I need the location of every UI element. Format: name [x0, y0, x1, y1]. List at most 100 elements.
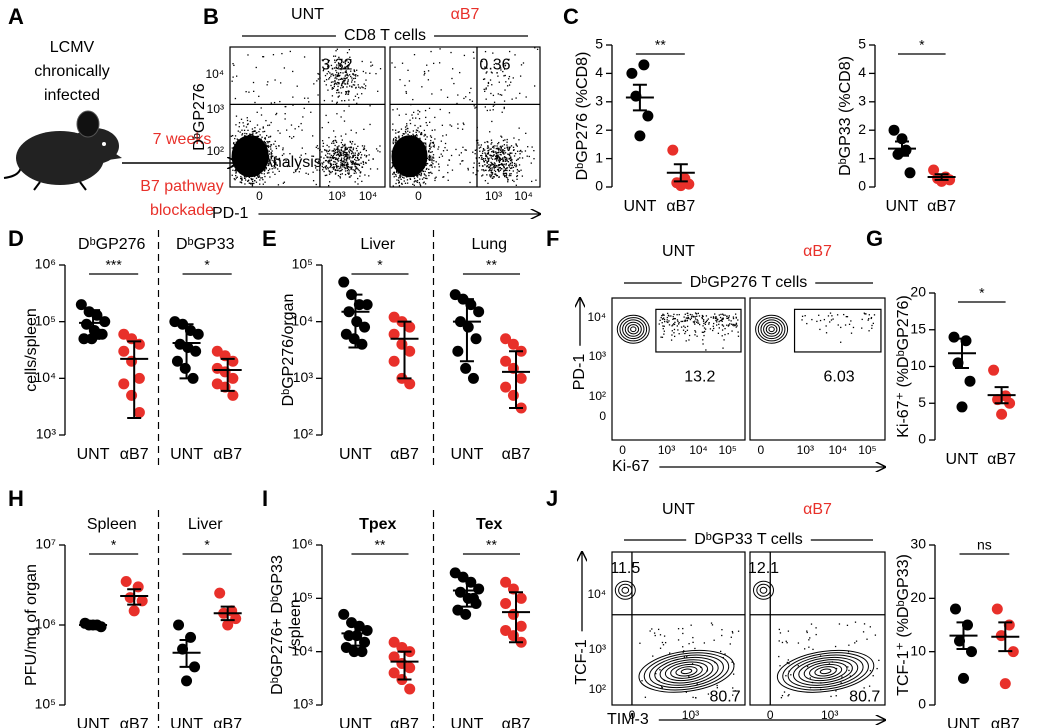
event-dot — [495, 155, 497, 157]
event-dot — [486, 174, 488, 176]
event-dot — [349, 56, 351, 58]
event-dot — [328, 159, 331, 161]
event-dot — [409, 145, 411, 148]
event-dot — [246, 173, 248, 176]
event-dot — [651, 628, 653, 630]
event-dot — [327, 152, 329, 155]
event-dot — [686, 329, 689, 331]
event-dot — [262, 56, 264, 58]
event-dot — [263, 169, 265, 171]
event-dot — [504, 150, 506, 152]
event-dot — [234, 154, 236, 156]
event-dot — [403, 139, 406, 141]
event-dot — [357, 145, 359, 148]
event-dot — [272, 171, 274, 173]
event-dot — [335, 141, 338, 143]
significance-label: * — [979, 285, 985, 301]
event-dot — [328, 136, 330, 139]
event-dot — [335, 82, 337, 84]
event-dot — [260, 143, 263, 145]
event-dot — [269, 176, 271, 178]
event-dot — [341, 168, 343, 171]
event-dot — [252, 148, 255, 150]
event-dot — [355, 147, 358, 150]
event-dot — [507, 153, 509, 155]
event-dot — [812, 648, 814, 651]
event-dot — [419, 166, 421, 169]
event-dot — [499, 159, 501, 162]
event-dot — [428, 172, 431, 174]
event-dot — [475, 173, 477, 176]
x-tick-label: UNT — [339, 716, 372, 728]
event-dot — [394, 155, 397, 157]
event-dot — [394, 136, 397, 139]
event-dot — [234, 135, 237, 137]
y-tick-label: 10⁴ — [34, 369, 56, 385]
event-dot — [418, 117, 421, 120]
event-dot — [682, 632, 684, 635]
event-dot — [506, 167, 508, 169]
event-dot — [249, 165, 251, 168]
event-dot — [491, 72, 493, 74]
event-dot — [254, 141, 256, 143]
event-dot — [810, 623, 813, 625]
event-dot — [351, 140, 354, 143]
event-dot — [431, 129, 433, 131]
event-dot — [246, 141, 248, 143]
event-dot — [421, 178, 424, 180]
event-dot — [426, 64, 428, 66]
event-dot — [254, 173, 256, 176]
event-dot — [394, 161, 396, 163]
event-dot — [409, 152, 412, 154]
event-dot — [407, 133, 409, 136]
event-dot — [331, 150, 333, 152]
event-dot — [411, 149, 413, 151]
event-dot — [398, 140, 401, 142]
x-axis-label: PD-1 — [212, 205, 249, 222]
event-dot — [727, 317, 729, 319]
event-dot — [685, 340, 687, 342]
event-dot — [318, 73, 320, 75]
event-dot — [724, 314, 726, 316]
event-dot — [395, 173, 397, 176]
event-dot — [351, 151, 353, 153]
event-dot — [358, 169, 360, 172]
event-dot — [399, 147, 402, 149]
event-dot — [339, 159, 342, 162]
event-dot — [344, 83, 347, 85]
event-dot — [501, 158, 504, 160]
event-dot — [328, 170, 331, 172]
event-dot — [352, 147, 355, 149]
event-dot — [691, 314, 693, 316]
event-dot — [392, 141, 394, 143]
event-dot — [264, 175, 266, 178]
event-dot — [478, 147, 481, 149]
event-dot — [682, 627, 684, 630]
event-dot — [350, 59, 352, 61]
event-dot — [404, 158, 407, 160]
event-dot — [504, 147, 506, 149]
data-point — [634, 130, 646, 142]
event-dot — [335, 50, 337, 52]
event-dot — [503, 153, 505, 155]
event-dot — [259, 162, 261, 165]
y-tick-label: 3 — [858, 93, 866, 109]
event-dot — [411, 173, 413, 176]
event-dot — [672, 315, 674, 318]
data-point — [642, 110, 654, 122]
event-dot — [232, 169, 234, 171]
event-dot — [240, 169, 242, 171]
event-dot — [267, 149, 269, 151]
event-dot — [242, 140, 244, 142]
event-dot — [394, 149, 396, 151]
event-dot — [254, 161, 256, 163]
event-dot — [719, 316, 722, 319]
event-dot — [720, 650, 722, 653]
event-dot — [421, 160, 423, 162]
event-dot — [291, 137, 293, 139]
event-dot — [412, 154, 415, 156]
panel-letter: F — [546, 226, 559, 251]
data-point — [473, 306, 485, 318]
event-dot — [693, 321, 695, 324]
event-dot — [328, 149, 331, 151]
